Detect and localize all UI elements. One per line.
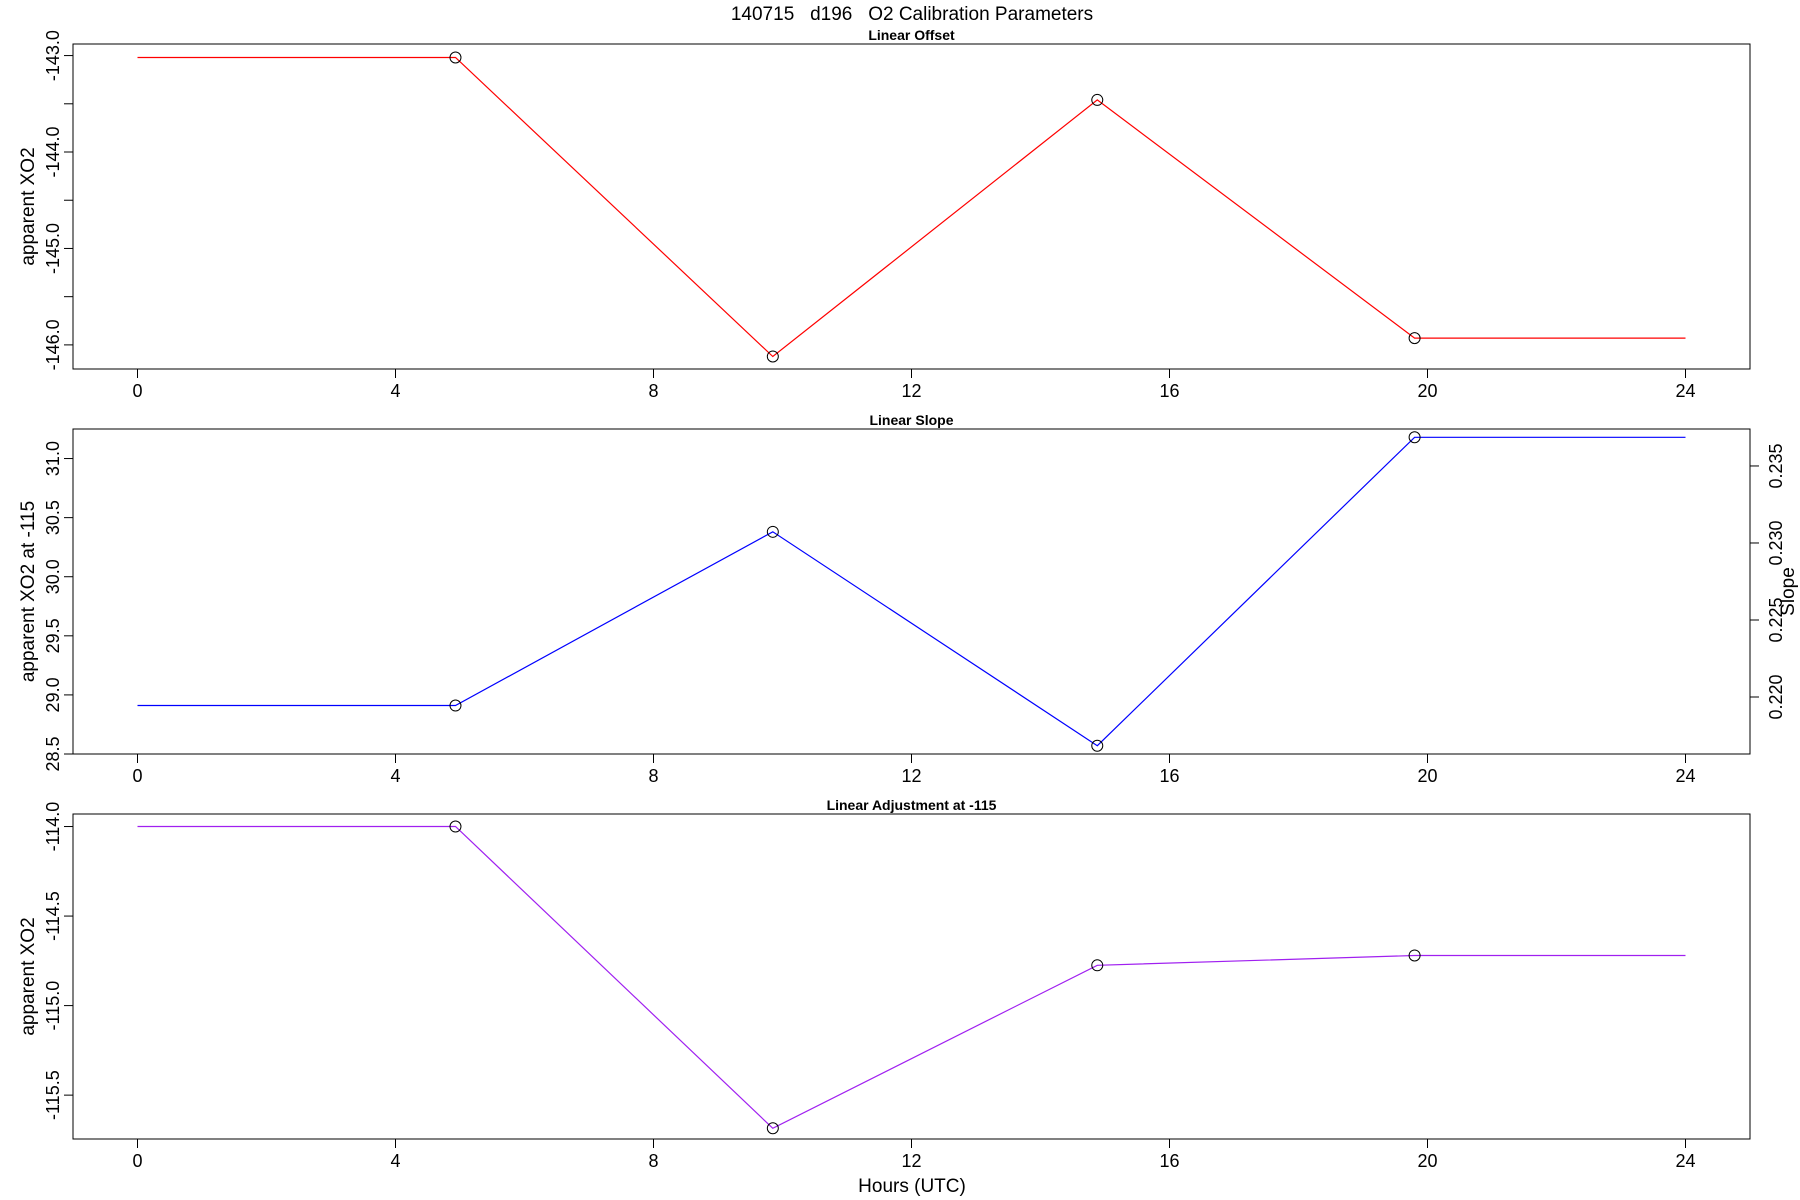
panel-title: Linear Adjustment at -115 <box>827 797 997 813</box>
x-tick-label: 8 <box>648 1151 658 1171</box>
panel-1: Linear Offset 0 4 8 12 16 20 24 -146.0 -145.0 -144… <box>18 27 1751 401</box>
data-point-marker <box>766 525 779 538</box>
data-point-marker <box>766 1122 779 1135</box>
data-point-marker <box>1091 93 1104 106</box>
x-tick-label: 20 <box>1417 766 1437 786</box>
data-point-marker <box>449 699 462 712</box>
data-point-marker <box>1408 949 1421 962</box>
right-y-tick-label: 0.220 <box>1766 674 1786 719</box>
right-y-axis-label: Slope <box>1778 567 1799 616</box>
x-tick-label: 24 <box>1675 766 1695 786</box>
data-point-marker <box>1091 959 1104 972</box>
plot-frame <box>72 813 1751 1140</box>
x-tick-label: 12 <box>901 1151 921 1171</box>
x-tick-label: 12 <box>901 766 921 786</box>
right-y-tick-label: 0.230 <box>1766 520 1786 565</box>
y-tick-label: 31.0 <box>43 441 63 476</box>
y-tick-label: -115.0 <box>43 981 63 1031</box>
y-tick-label: 28.5 <box>43 736 63 771</box>
plot-frame <box>72 43 1751 370</box>
panel-2: Linear Slope 0 4 8 12 16 20 24 28.5 29.0 29.5 30.0 3… <box>18 412 1799 786</box>
x-tick-label: 4 <box>390 381 400 401</box>
y-tick-label: 29.5 <box>43 618 63 653</box>
data-point-marker <box>1408 431 1421 444</box>
y-tick-label: 29.0 <box>43 677 63 712</box>
y-tick-label: -114.0 <box>43 802 63 852</box>
y-tick-label: -144.0 <box>43 126 63 177</box>
figure-title: 140715 d196 O2 Calibration Parameters <box>731 4 1093 25</box>
x-tick-label: 16 <box>1159 381 1179 401</box>
x-tick-label: 8 <box>648 766 658 786</box>
x-tick-label: 12 <box>901 381 921 401</box>
x-tick-label: 16 <box>1159 1151 1179 1171</box>
data-point-marker <box>1091 739 1104 752</box>
x-tick-label: 0 <box>132 381 142 401</box>
y-tick-label: -143.0 <box>43 30 63 81</box>
panel-title: Linear Offset <box>868 27 955 43</box>
y-tick-label: -145.0 <box>43 223 63 274</box>
data-point-marker <box>1408 332 1421 345</box>
right-y-tick-label: 0.225 <box>1766 597 1786 642</box>
y-tick-label: 30.0 <box>43 559 63 594</box>
panel-3: Linear Adjustment at -115 0 4 8 12 16 20 24 -115… <box>18 797 1751 1171</box>
x-tick-label: 4 <box>390 1151 400 1171</box>
right-y-tick-label: 0.235 <box>1766 443 1786 488</box>
x-tick-label: 16 <box>1159 766 1179 786</box>
y-tick-label: -146.0 <box>43 319 63 370</box>
x-tick-label: 24 <box>1675 1151 1695 1171</box>
data-point-marker <box>766 350 779 363</box>
x-tick-label: 8 <box>648 381 658 401</box>
x-axis-label: Hours (UTC) <box>858 1176 966 1197</box>
series-line <box>137 436 1686 747</box>
y-tick-label: -115.5 <box>43 1070 63 1120</box>
x-tick-label: 0 <box>132 766 142 786</box>
data-point-marker <box>449 51 462 64</box>
data-point-marker <box>449 820 462 833</box>
y-axis-label: apparent XO2 <box>18 917 39 1035</box>
x-tick-label: 0 <box>132 1151 142 1171</box>
y-tick-label: 30.5 <box>43 500 63 535</box>
x-tick-label: 4 <box>390 766 400 786</box>
y-axis-label: apparent XO2 at -115 <box>18 501 39 682</box>
y-tick-label: -114.5 <box>43 891 63 941</box>
x-tick-label: 20 <box>1417 1151 1437 1171</box>
series-line <box>137 825 1686 1130</box>
y-axis-label: apparent XO2 <box>18 147 39 265</box>
x-tick-label: 20 <box>1417 381 1437 401</box>
series-line <box>137 56 1686 358</box>
x-tick-label: 24 <box>1675 381 1695 401</box>
panel-title: Linear Slope <box>869 412 953 428</box>
